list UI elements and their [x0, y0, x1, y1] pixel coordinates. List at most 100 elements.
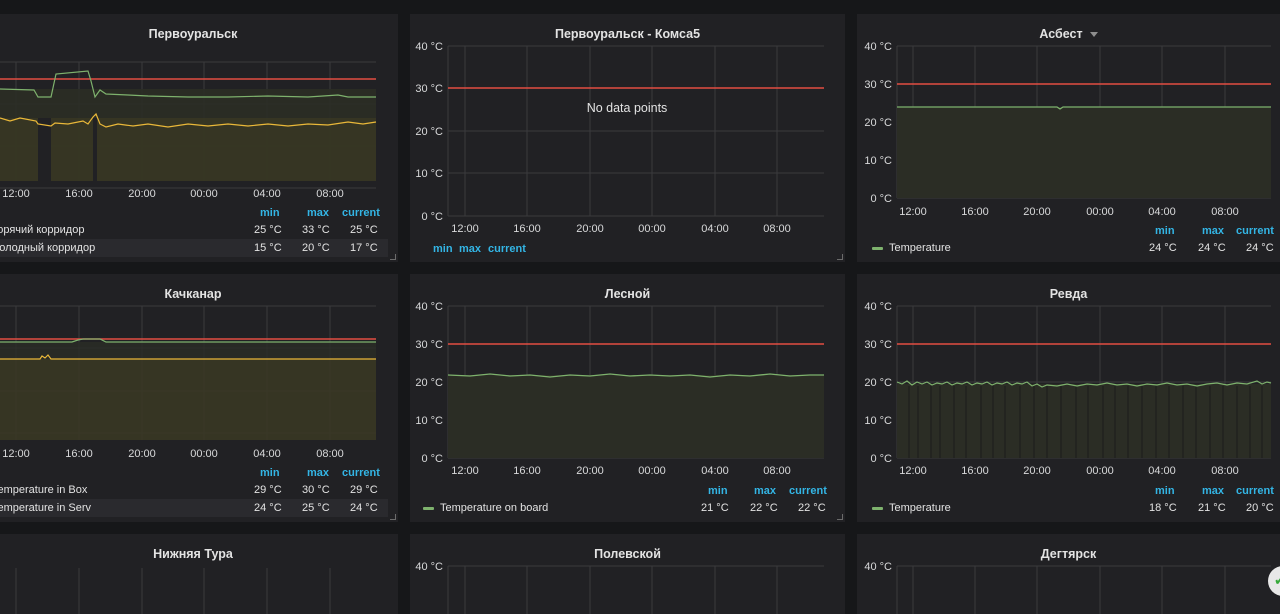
legend-series-name[interactable]: Temperature in Box: [0, 484, 88, 496]
panel-title-text[interactable]: Асбест: [1039, 27, 1083, 41]
legend-header-min[interactable]: min: [260, 207, 280, 219]
legend-max-value: 30 °C: [302, 484, 330, 496]
legend-header-current[interactable]: current: [488, 243, 526, 255]
x-axis: 12:00 16:00 20:00 00:00 04:00 08:00: [451, 223, 791, 235]
legend-series-name[interactable]: Temperature in Serv: [0, 502, 92, 514]
legend-header-min[interactable]: min: [260, 467, 280, 479]
panel-kachkanar: Качканар 12:00 16:00 20:00 00:00 04:00 0…: [0, 274, 398, 522]
svg-text:40 °C: 40 °C: [415, 41, 443, 53]
legend-series[interactable]: Temperature: [872, 242, 951, 254]
legend-series-name[interactable]: Temperature on board: [440, 502, 549, 514]
series-line-board: [447, 373, 824, 378]
y-axis: 40 °C 30 °C 20 °C 10 °C 0 °C: [864, 301, 892, 465]
y-axis: 40 °C: [415, 561, 443, 573]
panel-title[interactable]: Полевской: [594, 547, 661, 561]
svg-text:20:00: 20:00: [576, 223, 604, 235]
legend-current-value: 22 °C: [798, 502, 826, 514]
series-line-box: [0, 338, 376, 343]
series-color-swatch[interactable]: [872, 246, 883, 250]
panel-asbest: Асбест 40 °C 30 °C 20 °C 10 °C 0 °C 12:0…: [857, 14, 1280, 262]
legend-header-current[interactable]: current: [1236, 485, 1274, 497]
graph-pervouralsk: 12:00 16:00 20:00 00:00 04:00 08:00: [0, 61, 377, 200]
svg-text:16:00: 16:00: [513, 465, 541, 477]
svg-text:12:00: 12:00: [2, 188, 30, 200]
svg-text:16:00: 16:00: [65, 188, 93, 200]
legend-series[interactable]: Temperature on board: [423, 502, 548, 514]
svg-text:04:00: 04:00: [253, 188, 281, 200]
series-line-temperature: [896, 380, 1272, 388]
graph-polevskoy: 40 °C: [415, 561, 824, 614]
graph-revda: 40 °C 30 °C 20 °C 10 °C 0 °C 12:00 16:00…: [864, 301, 1272, 477]
svg-text:16:00: 16:00: [961, 465, 989, 477]
panel-title[interactable]: Нижняя Тура: [153, 547, 233, 561]
svg-text:00:00: 00:00: [190, 448, 218, 460]
svg-text:12:00: 12:00: [2, 448, 30, 460]
no-data-message: No data points: [587, 101, 668, 115]
legend-series-name[interactable]: Temperature: [889, 502, 951, 514]
legend-header-max[interactable]: max: [754, 485, 777, 497]
panel-title[interactable]: Лесной: [604, 287, 651, 301]
legend-max-value: 24 °C: [1198, 242, 1226, 254]
svg-text:04:00: 04:00: [701, 465, 729, 477]
panel-lesnoy: Лесной 40 °C 30 °C 20 °C 10 °C 0 °C 12:0…: [410, 274, 845, 522]
y-axis: 40 °C 30 °C 20 °C 10 °C 0 °C: [415, 41, 443, 223]
chevron-down-icon[interactable]: [1089, 32, 1098, 38]
legend-header-min[interactable]: min: [433, 243, 453, 255]
legend-header-min[interactable]: min: [1155, 225, 1175, 237]
graph-komsa5: 40 °C 30 °C 20 °C 10 °C 0 °C 12:00 16:00…: [415, 41, 824, 235]
legend-current-value: 25 °C: [350, 224, 378, 236]
legend-header-current[interactable]: current: [342, 467, 380, 479]
panel-resize-handle[interactable]: [390, 514, 396, 520]
legend-header-max[interactable]: max: [307, 467, 330, 479]
legend-series[interactable]: Temperature: [872, 502, 951, 514]
panel-resize-handle[interactable]: [837, 254, 843, 260]
legend-header-current[interactable]: current: [1236, 225, 1274, 237]
svg-text:00:00: 00:00: [190, 188, 218, 200]
panel-title[interactable]: Дегтярск: [1040, 547, 1097, 561]
legend-header-current[interactable]: current: [342, 207, 380, 219]
panel-title[interactable]: Первоуральск - Комса5: [554, 27, 701, 41]
legend-current-value: 29 °C: [350, 484, 378, 496]
series-color-swatch[interactable]: [872, 506, 883, 510]
panel-resize-handle[interactable]: [837, 514, 843, 520]
panel-title[interactable]: Качканар: [164, 287, 222, 301]
series-line-hot: [0, 70, 376, 99]
legend-header-current[interactable]: current: [789, 485, 827, 497]
legend-header-min[interactable]: min: [708, 485, 728, 497]
legend-header-max[interactable]: max: [1202, 485, 1225, 497]
svg-text:08:00: 08:00: [1211, 465, 1239, 477]
legend-series-name[interactable]: Temperature: [889, 242, 951, 254]
svg-text:16:00: 16:00: [961, 206, 989, 218]
legend-max-value: 33 °C: [302, 224, 330, 236]
x-axis: 12:00 16:00 20:00 00:00 04:00 08:00: [899, 465, 1239, 477]
legend-header-max[interactable]: max: [307, 207, 330, 219]
legend-header-min[interactable]: min: [1155, 485, 1175, 497]
y-axis: 40 °C 30 °C 20 °C 10 °C 0 °C: [415, 301, 443, 465]
svg-text:08:00: 08:00: [763, 223, 791, 235]
svg-text:04:00: 04:00: [1148, 206, 1176, 218]
svg-text:12:00: 12:00: [899, 465, 927, 477]
series-color-swatch[interactable]: [423, 506, 434, 510]
graph-kachkanar: 12:00 16:00 20:00 00:00 04:00 08:00: [0, 305, 376, 460]
svg-text:00:00: 00:00: [638, 223, 666, 235]
legend-series-name[interactable]: Холодный корридор: [0, 242, 96, 254]
panel-title[interactable]: Асбест: [857, 27, 1280, 41]
graph-degtyarsk: 40 °C: [864, 561, 1271, 614]
svg-text:0 °C: 0 °C: [870, 193, 892, 205]
legend-header-max[interactable]: max: [1202, 225, 1225, 237]
panel-title[interactable]: Первоуральск: [148, 27, 238, 41]
legend-series-name[interactable]: Горячий корридор: [0, 224, 85, 236]
series-line-serv: [0, 354, 376, 360]
svg-text:00:00: 00:00: [1086, 206, 1114, 218]
x-axis: 12:00 16:00 20:00 00:00 04:00 08:00: [451, 465, 791, 477]
svg-text:04:00: 04:00: [253, 448, 281, 460]
panel-resize-handle[interactable]: [390, 254, 396, 260]
legend-header-max[interactable]: max: [459, 243, 482, 255]
grafana-helper-icon[interactable]: ✔: [1268, 566, 1280, 596]
panel-title[interactable]: Ревда: [1049, 287, 1088, 301]
y-axis: 40 °C 30 °C 20 °C 10 °C 0 °C: [864, 41, 892, 205]
svg-text:16:00: 16:00: [513, 223, 541, 235]
svg-text:00:00: 00:00: [638, 465, 666, 477]
svg-text:20:00: 20:00: [128, 188, 156, 200]
legend-max-value: 22 °C: [750, 502, 778, 514]
